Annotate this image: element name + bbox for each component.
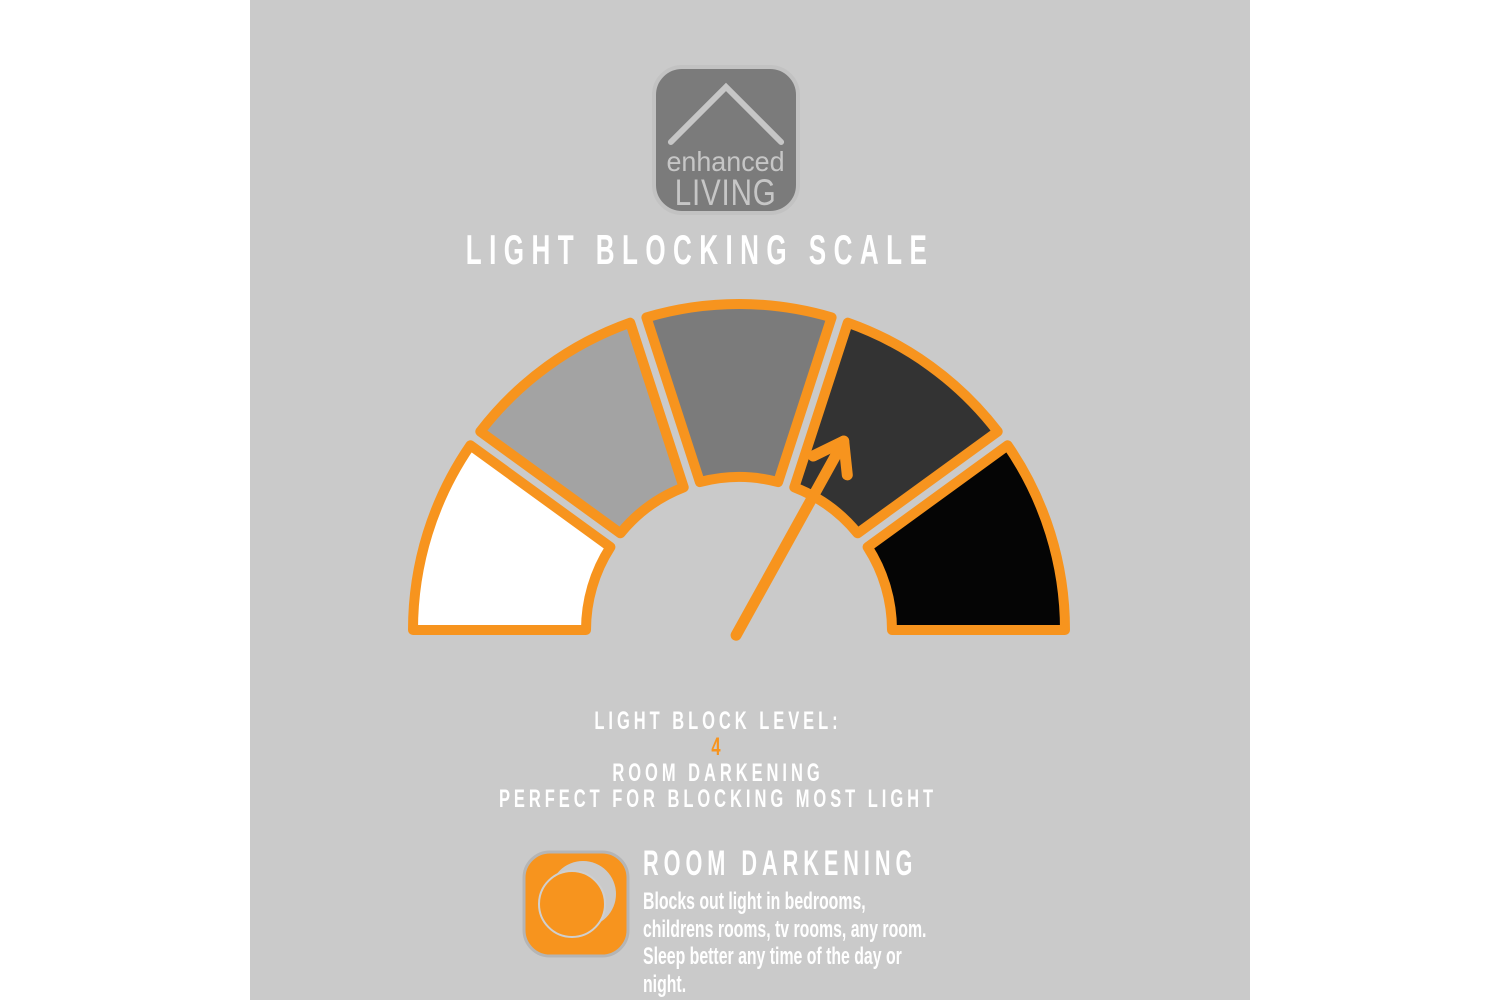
- level-value: 4: [711, 733, 725, 761]
- gauge-needle-arrowhead: [807, 435, 853, 481]
- feature-heading: ROOM DARKENING: [643, 844, 918, 883]
- logo-text-enhanced: enhanced: [666, 146, 786, 177]
- level-info: LIGHT BLOCK LEVEL: 4 ROOM DARKENING PERF…: [250, 708, 1186, 812]
- page-title: LIGHT BLOCKING SCALE: [465, 226, 935, 273]
- level-name: ROOM DARKENING: [612, 759, 824, 787]
- moon-icon: [522, 850, 630, 958]
- feature-description: Blocks out light in bedrooms, childrens …: [643, 888, 927, 998]
- gauge-needle: [730, 435, 850, 641]
- gauge-segment-3: [641, 299, 837, 488]
- roof-icon: [667, 82, 785, 146]
- feature-text: ROOM DARKENING Blocks out light in bedro…: [643, 845, 1123, 998]
- gauge-segment-2: [475, 317, 689, 539]
- enhanced-living-logo: enhanced LIVING: [652, 65, 800, 215]
- level-tagline: PERFECT FOR BLOCKING MOST LIGHT: [498, 785, 938, 813]
- light-blocking-gauge: [408, 299, 1070, 641]
- infographic-canvas: enhanced LIVING LIGHT BLOCKING SCALE LIG…: [250, 0, 1250, 1000]
- level-label: LIGHT BLOCK LEVEL:: [594, 707, 842, 735]
- gauge-segment-5: [862, 440, 1070, 635]
- gauge-segment-1: [408, 440, 616, 635]
- logo-text-living: LIVING: [675, 172, 777, 213]
